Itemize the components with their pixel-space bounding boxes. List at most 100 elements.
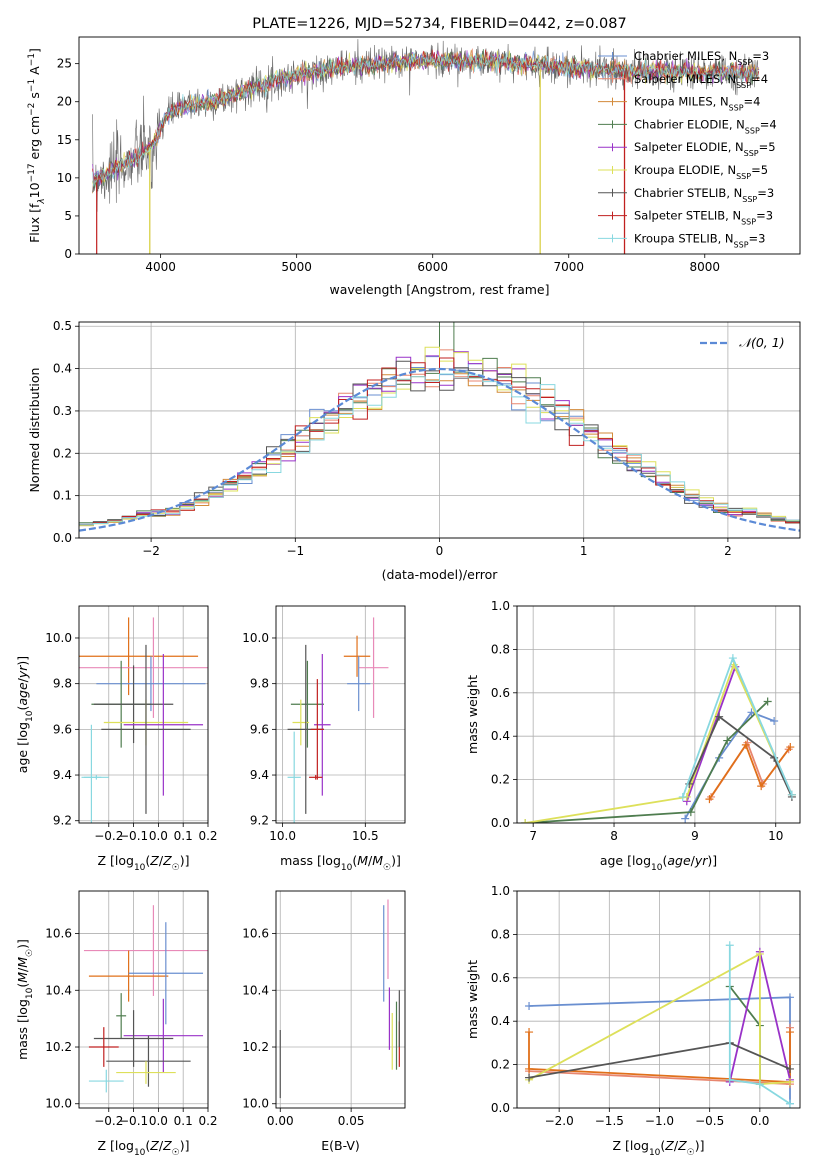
errorbars: [287, 617, 389, 823]
weight-marker: [678, 792, 687, 801]
x-tick-label: 1: [580, 544, 588, 558]
weight-series: [525, 700, 769, 823]
weight-marker: [763, 697, 772, 706]
weight-series: [528, 952, 791, 1086]
y-axis-label: age [log10(age/yr)]: [15, 656, 35, 773]
y-tick-label: 0.1: [53, 489, 72, 503]
model-spectrum: [92, 48, 759, 188]
x-tick-label: 0.0: [149, 1114, 168, 1128]
x-axis-label: wavelength [Angstrom, rest frame]: [329, 282, 549, 297]
y-tick-label: 10.6: [242, 927, 269, 941]
x-axis-label: age [log10(age/yr)]: [600, 853, 717, 873]
x-tick-label: 0.0: [750, 1114, 769, 1128]
y-tick-label: 10.0: [242, 1097, 269, 1111]
y-tick-label: 0.8: [491, 927, 510, 941]
weight-marker: [681, 814, 690, 823]
weight-series: [729, 985, 761, 1085]
x-tick-label: 0.1: [174, 829, 193, 843]
axes-frame: [516, 605, 801, 824]
y-tick-label: 9.6: [250, 722, 269, 736]
y-tick-label: 0.0: [491, 1101, 510, 1115]
x-tick-label: −2.0: [545, 1114, 574, 1128]
legend-label: Salpeter ELODIE, NSSP=5: [634, 140, 776, 158]
weight-marker: [723, 736, 732, 745]
legend-label: Chabrier ELODIE, NSSP=4: [634, 117, 777, 135]
mass-vs-z-panel: −0.2−0.1 0.0 0.1 0.2 10.0 10.2 10.4 10.6 Z [log1…: [15, 890, 218, 1158]
axes-frame: [275, 605, 406, 824]
x-tick-label: −2: [142, 544, 160, 558]
legend-label: Salpeter STELIB, NSSP=3: [634, 209, 773, 227]
axes-frame: [516, 890, 801, 1109]
x-tick-label: 2: [724, 544, 732, 558]
y-axis-label: mass weight: [465, 675, 480, 754]
weight-marker: [785, 1099, 794, 1108]
legend-label: Chabrier STELIB, NSSP=3: [634, 186, 774, 204]
y-tick-label: 0.4: [491, 1014, 510, 1028]
y-tick-label: 1.0: [491, 884, 510, 898]
y-tick-label: 10: [57, 171, 72, 185]
y-tick-label: 9.8: [53, 677, 72, 691]
weight-marker: [521, 819, 530, 823]
weight-marker: [786, 743, 795, 752]
x-tick-label: 9: [691, 829, 699, 843]
y-axis-label: mass weight: [465, 960, 480, 1039]
x-tick-label: 4000: [145, 260, 176, 274]
model-spectrum: [92, 51, 759, 187]
axes-frame: [78, 890, 209, 1109]
y-axis-label: Flux [fλ10−17 erg cm−2 s−1 A−1]: [27, 48, 47, 243]
age-vs-mass-panel: 10.0 10.5 9.2 9.4 9.6 9.8 10.0 mass [log10(M/M☉…: [242, 605, 406, 873]
x-tick-label: 0.0: [149, 829, 168, 843]
x-tick-label: −0.2: [94, 829, 123, 843]
x-axis-label: mass [log10(M/M☉)]: [280, 853, 401, 873]
y-axis-label: Normed distribution: [27, 368, 42, 493]
y-tick-label: 10.0: [45, 631, 72, 645]
model-spectrum: [92, 48, 759, 193]
weight-marker: [686, 808, 695, 817]
chart-title: PLATE=1226, MJD=52734, FIBERID=0442, z=0…: [252, 16, 626, 32]
x-tick-label: 0.00: [267, 1114, 294, 1128]
x-tick-label: 0.2: [198, 1114, 217, 1128]
x-tick-label: 6000: [417, 260, 448, 274]
spectrum-panel: 4000 5000 6000 7000 8000 0 5 10 15 20 25 PLATE=1226…: [27, 16, 801, 297]
histograms: [79, 322, 800, 532]
weight-marker: [725, 1075, 734, 1084]
legend-label: Kroupa STELIB, NSSP=3: [634, 231, 765, 249]
massweight-vs-z-panel: −2.0 −1.5 −1.0 −0.5 0.0 0.0 0.2 0.4 0.6 0.8 1.0 Z […: [465, 884, 801, 1158]
y-tick-label: 20: [57, 95, 72, 109]
x-tick-label: 0.05: [338, 1114, 365, 1128]
weight-series: [528, 1032, 791, 1083]
y-tick-label: 10.4: [242, 983, 269, 997]
axes-frame: [78, 321, 801, 539]
x-tick-label: 8000: [690, 260, 721, 274]
x-tick-label: 7: [529, 829, 537, 843]
y-tick-label: 9.2: [53, 814, 72, 828]
y-tick-label: 0.6: [491, 971, 510, 985]
y-tick-label: 0.5: [53, 319, 72, 333]
y-tick-label: 9.4: [53, 768, 72, 782]
x-tick-label: 10.0: [269, 829, 296, 843]
y-tick-label: 0.0: [491, 816, 510, 830]
spectrum-lines: [92, 39, 760, 254]
weight-series: [728, 945, 791, 1105]
weight-marker: [785, 1077, 794, 1086]
x-tick-label: −1: [286, 544, 304, 558]
x-tick-label: 7000: [553, 260, 584, 274]
x-tick-label: −0.2: [94, 1114, 123, 1128]
weight-lines: [521, 654, 796, 823]
weight-marker: [785, 1064, 794, 1073]
weight-marker: [525, 1028, 534, 1037]
axes-frame: [78, 605, 209, 824]
weight-marker: [725, 941, 734, 950]
y-tick-label: 9.8: [250, 677, 269, 691]
weight-marker: [787, 790, 796, 799]
y-tick-label: 9.4: [250, 768, 269, 782]
y-tick-label: 0.8: [491, 642, 510, 656]
weight-marker: [755, 1080, 764, 1089]
model-spectrum: [92, 50, 759, 185]
y-tick-label: 15: [57, 133, 72, 147]
weight-series: [524, 662, 793, 823]
weight-marker: [785, 993, 794, 1002]
weight-marker: [755, 949, 764, 958]
y-tick-label: 10.2: [45, 1040, 72, 1054]
